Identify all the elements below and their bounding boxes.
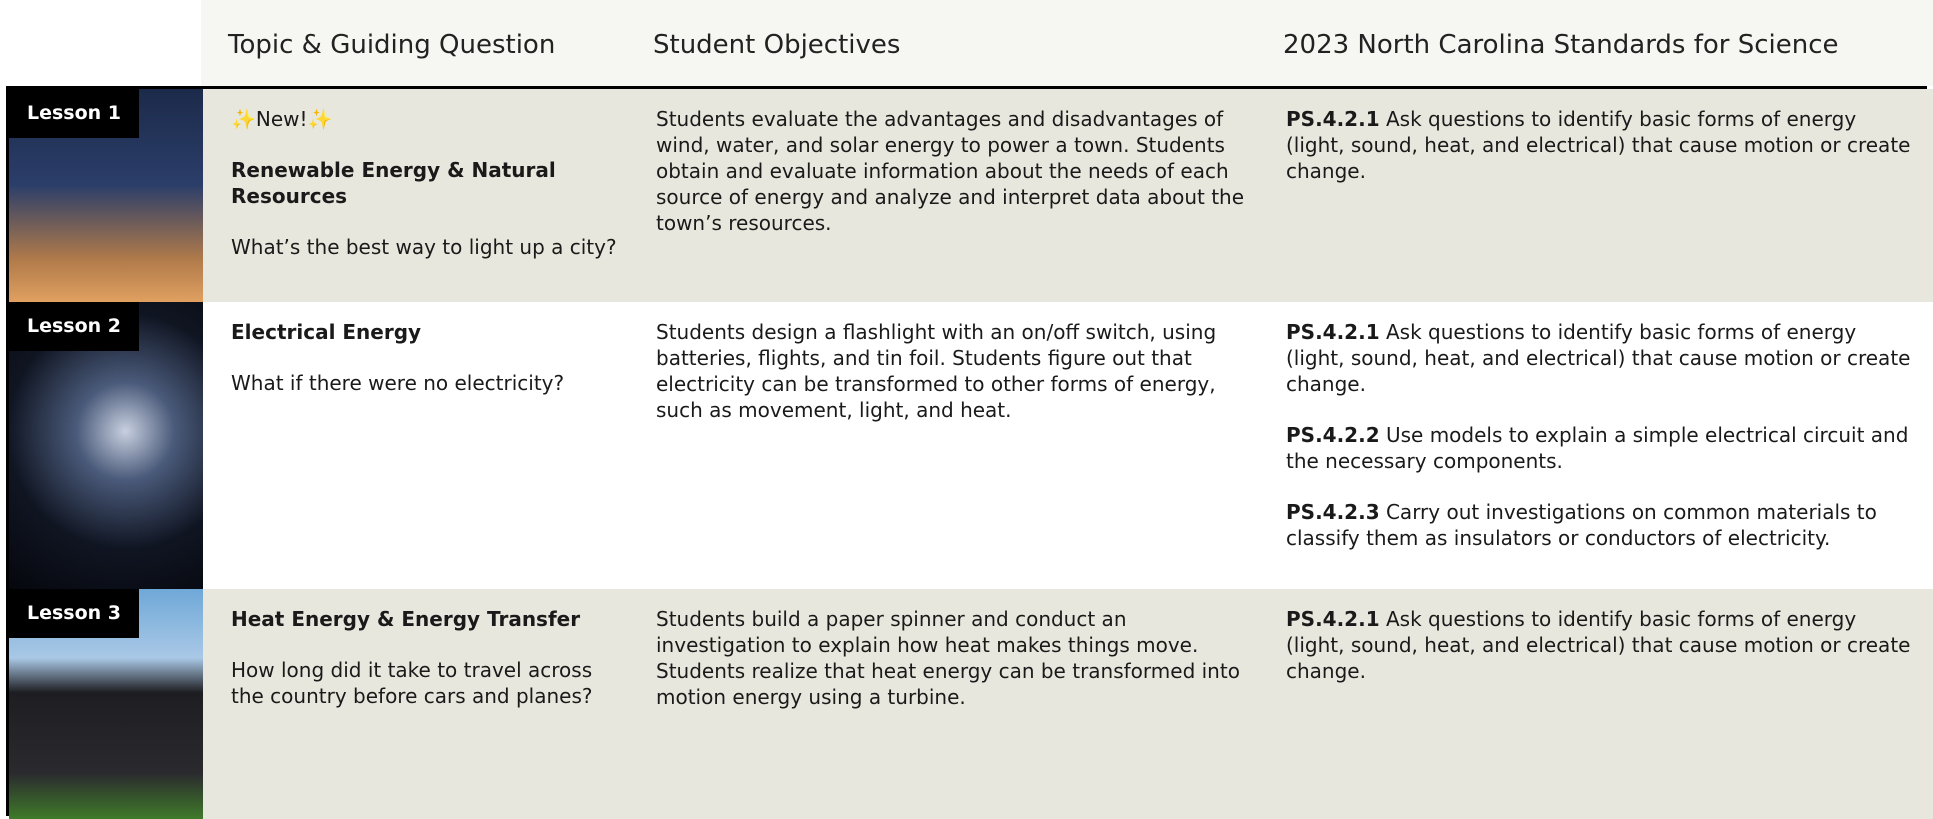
topic-cell: Electrical Energy What if there were no e… (231, 319, 631, 421)
standard-code: PS.4.2.3 (1286, 500, 1380, 524)
objectives-cell: Students build a paper spinner and condu… (656, 606, 1256, 735)
lesson-label: Lesson 1 (9, 89, 140, 138)
objectives-text: Students evaluate the advantages and dis… (656, 107, 1245, 235)
header-bar: Topic & Guiding Question Student Objecti… (201, 0, 1933, 86)
standard-code: PS.4.2.1 (1286, 320, 1380, 344)
guiding-question: What’s the best way to light up a city? (231, 235, 617, 259)
lesson-image: Lesson 2 (9, 302, 203, 589)
standard: PS.4.2.3 Carry out investigations on com… (1286, 499, 1916, 551)
standard: PS.4.2.1 Ask questions to identify basic… (1286, 106, 1916, 184)
objectives-cell: Students design a flashlight with an on/… (656, 319, 1256, 448)
column-header: 2023 North Carolina Standards for Scienc… (1283, 30, 1839, 60)
lesson-label: Lesson 2 (9, 302, 140, 351)
objectives-text: Students build a paper spinner and condu… (656, 607, 1240, 709)
lesson-row: Lesson 2 Electrical Energy What if there w… (9, 302, 1933, 589)
standards-cell: PS.4.2.1 Ask questions to identify basic… (1286, 606, 1916, 709)
topic-title: Heat Energy & Energy Transfer (231, 607, 581, 631)
objectives-text: Students design a flashlight with an on/… (656, 320, 1217, 422)
standard: PS.4.2.1 Ask questions to identify basic… (1286, 606, 1916, 684)
standard: PS.4.2.2 Use models to explain a simple … (1286, 422, 1916, 474)
standard-code: PS.4.2.1 (1286, 107, 1380, 131)
topic-title: Electrical Energy (231, 320, 422, 344)
standard-code: PS.4.2.1 (1286, 607, 1380, 631)
standard-text: Use models to explain a simple electrica… (1286, 423, 1909, 473)
standards-cell: PS.4.2.1 Ask questions to identify basic… (1286, 319, 1916, 576)
standard-text: Ask questions to identify basic forms of… (1286, 607, 1911, 683)
topic-cell: Heat Energy & Energy Transfer How long di… (231, 606, 631, 734)
lesson-image: Lesson 3 (9, 589, 203, 819)
lesson-row: Lesson 1 ✨New!✨ Renewable Energy & Natural… (9, 89, 1933, 302)
guiding-question: What if there were no electricity? (231, 371, 565, 395)
lesson-row: Lesson 3 Heat Energy & Energy Transfer How… (9, 589, 1933, 819)
lesson-label: Lesson 3 (9, 589, 140, 638)
standard-text: Ask questions to identify basic forms of… (1286, 107, 1911, 183)
standards-cell: PS.4.2.1 Ask questions to identify basic… (1286, 106, 1916, 209)
topic-cell: ✨New!✨ Renewable Energy & Natural Resourc… (231, 106, 631, 285)
lesson-image: Lesson 1 (9, 89, 203, 302)
column-header: Student Objectives (653, 30, 901, 60)
objectives-cell: Students evaluate the advantages and dis… (656, 106, 1256, 261)
new-badge: ✨New!✨ (231, 107, 333, 131)
lesson-table: Lesson 1 ✨New!✨ Renewable Energy & Natural… (6, 86, 1933, 819)
guiding-question: How long did it take to travel across th… (231, 658, 593, 708)
standard-text: Carry out investigations on common mater… (1286, 500, 1877, 550)
topic-title: Renewable Energy & Natural Resources (231, 158, 556, 208)
column-header: Topic & Guiding Question (228, 30, 556, 60)
standard-code: PS.4.2.2 (1286, 423, 1380, 447)
standard: PS.4.2.1 Ask questions to identify basic… (1286, 319, 1916, 397)
standard-text: Ask questions to identify basic forms of… (1286, 320, 1911, 396)
